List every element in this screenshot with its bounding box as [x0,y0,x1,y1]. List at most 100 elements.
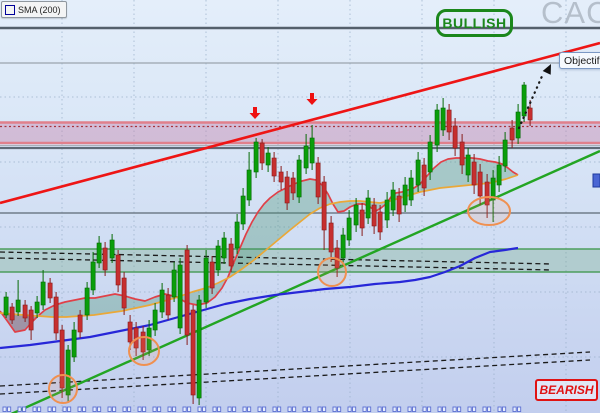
objectif-annotation-chip[interactable]: Objectif [559,52,600,69]
candle [203,250,209,308]
date-tick-icon [67,406,72,412]
date-tick-icon [52,406,57,412]
candle [209,256,215,294]
candle-body [109,239,115,259]
candle [521,82,527,122]
candle-body [102,247,108,271]
candle [34,296,40,318]
candle-body [203,257,209,303]
date-tick-icon [437,406,442,412]
candle [459,134,465,174]
bullish-annotation-badge[interactable]: BULLISH [436,9,513,37]
date-tick-icon [262,406,267,412]
dashed-level-line [0,351,591,387]
support-trendline [10,149,600,413]
candle [321,176,327,250]
candle-body [353,204,359,226]
candle [190,305,196,404]
candle [196,295,202,405]
candle [102,242,108,276]
date-tick-icon [82,406,87,412]
date-tick-icon [407,406,412,412]
candle-body [34,301,40,314]
date-tick-icon [307,406,312,412]
candle-body [328,222,334,253]
candle [471,154,477,194]
date-tick-icon [142,406,147,412]
candle [484,174,490,218]
candle-body [371,204,377,227]
candle-body [496,164,502,186]
date-tick-icon [512,406,517,412]
candle [527,100,533,126]
candle [59,325,65,398]
candle [47,278,53,303]
candle [465,148,471,182]
date-tick-icon [497,406,502,412]
candle-body [90,261,96,291]
date-tick-icon [77,406,82,412]
bearish-annotation-badge[interactable]: BEARISH [535,379,598,401]
candle [365,190,371,224]
candle-body [303,145,309,169]
candle [184,245,190,345]
date-tick-icon [442,406,447,412]
candle [296,155,302,203]
highlight-circles [48,196,511,404]
candle [328,216,334,262]
candle-body [527,107,533,121]
candle [215,240,221,276]
candle-body [184,249,190,336]
date-tick-icon [172,406,177,412]
candle-body [259,142,265,164]
candle [221,232,227,264]
highlight-circle [317,257,347,287]
candle-body [377,211,383,233]
date-tick-icon [367,406,372,412]
candle-body [521,84,527,117]
date-tick-icon [127,406,132,412]
indicator-legend-label: SMA (200) [18,4,61,15]
date-tick-icon [502,406,507,412]
indicator-legend-chip[interactable]: SMA (200) [1,1,67,18]
candle-body [384,199,390,221]
candle-body [502,139,508,167]
date-tick-icon [287,406,292,412]
objective-arrow [517,64,551,130]
dashed-level-line [0,359,591,395]
candle-body [340,234,346,259]
candle-body [421,164,427,189]
candle-body [53,296,59,334]
candle [234,214,240,254]
candle-body [47,282,53,299]
candle-body [490,177,496,201]
date-tick-icon [397,406,402,412]
candle-body [402,184,408,206]
candle-body [127,321,133,343]
support-zone [0,248,600,273]
candle-body [309,137,315,164]
candle [171,262,177,302]
date-tick-icon [337,406,342,412]
candle-body [284,176,290,204]
candle-body [40,281,46,306]
candle-body [278,171,284,183]
candle [22,300,28,322]
candle-body [96,242,102,264]
candle-body [265,152,271,166]
date-tick-icon [427,406,432,412]
candle-body [346,217,352,241]
candle-body [365,197,371,219]
date-tick-icon [482,406,487,412]
date-tick-icon [472,406,477,412]
candle [509,120,515,148]
date-tick-icon [152,406,157,412]
candle-body [315,162,321,198]
date-tick-icon [457,406,462,412]
candle [9,303,15,324]
candle [15,280,21,316]
sma-color-swatch-icon [5,4,15,15]
date-tick-icon [277,406,282,412]
candle [121,272,127,315]
